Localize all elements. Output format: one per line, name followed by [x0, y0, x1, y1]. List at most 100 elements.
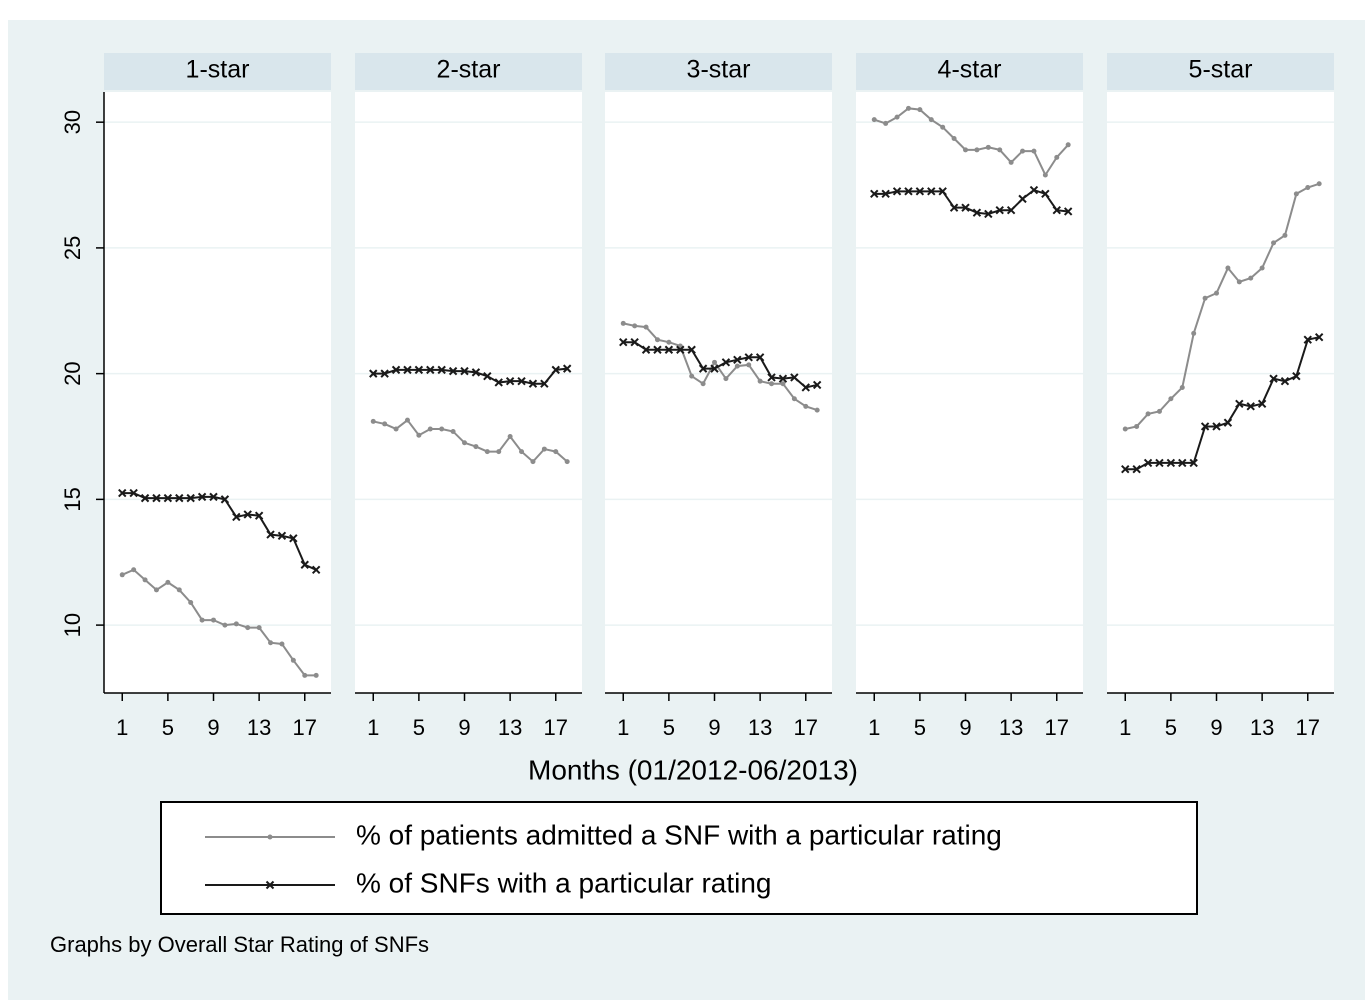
marker [619, 337, 628, 347]
x-tick-label: 9 [458, 715, 470, 740]
marker [723, 376, 729, 382]
marker [186, 493, 195, 503]
marker [391, 365, 401, 375]
marker [632, 323, 638, 329]
marker [653, 345, 662, 354]
marker [641, 345, 651, 354]
marker [666, 339, 672, 345]
marker [712, 359, 718, 365]
marker [995, 205, 1004, 215]
marker [1065, 142, 1071, 148]
marker [1145, 411, 1151, 417]
marker [1292, 371, 1301, 381]
marker [118, 488, 127, 498]
marker [233, 621, 239, 627]
marker [484, 449, 490, 455]
marker [883, 120, 889, 126]
marker [562, 364, 572, 373]
x-tick-label: 5 [162, 715, 174, 740]
marker [1122, 426, 1128, 432]
marker [894, 114, 900, 120]
marker [564, 459, 570, 465]
panel-title: 1-star [186, 56, 250, 84]
marker [1020, 148, 1026, 154]
marker [915, 187, 925, 196]
marker [1189, 458, 1198, 468]
marker [129, 488, 138, 498]
plot-area [1107, 92, 1334, 693]
marker [119, 572, 125, 578]
marker [140, 493, 150, 503]
marker [1155, 458, 1164, 468]
series-line [122, 492, 317, 571]
marker [1223, 418, 1233, 427]
marker [778, 374, 788, 383]
strip-background [1107, 53, 1334, 90]
panel-title: 2-star [437, 56, 501, 84]
marker [494, 378, 503, 387]
marker [654, 337, 660, 343]
strip-background [355, 53, 582, 90]
marker [1282, 232, 1288, 238]
marker [790, 373, 799, 382]
y-tick-label: 20 [60, 361, 85, 385]
legend-label: % of SNFs with a particular rating [356, 867, 772, 898]
marker [1303, 335, 1312, 344]
marker [243, 510, 252, 519]
x-tick-label: 9 [708, 715, 720, 740]
x-tick-label: 1 [617, 715, 629, 740]
marker [163, 493, 173, 503]
x-tick-label: 1 [116, 715, 128, 740]
legend-box [160, 801, 1198, 915]
marker [928, 117, 934, 123]
y-tick-label: 30 [60, 110, 85, 134]
marker [289, 534, 298, 543]
marker [382, 421, 388, 427]
marker [232, 512, 241, 522]
marker [131, 567, 137, 573]
marker [142, 577, 148, 583]
marker [963, 147, 969, 153]
marker [698, 364, 708, 373]
marker [152, 493, 161, 503]
marker [997, 147, 1003, 153]
marker [1293, 191, 1299, 197]
series-line [623, 341, 818, 389]
x-tick-label: 17 [794, 715, 818, 740]
marker [1018, 194, 1027, 204]
marker [450, 428, 456, 434]
marker [803, 403, 809, 409]
series-line [373, 367, 568, 385]
marker [984, 209, 993, 219]
series-line [623, 322, 818, 412]
marker [972, 208, 982, 217]
marker [1200, 422, 1210, 431]
x-tick-label: 5 [914, 715, 926, 740]
marker [733, 355, 742, 365]
marker [1168, 396, 1174, 402]
marker [746, 362, 752, 368]
marker [744, 353, 753, 362]
marker [904, 187, 913, 196]
marker [905, 105, 911, 111]
marker [881, 189, 890, 199]
marker [757, 378, 763, 384]
marker [427, 426, 433, 432]
marker [1248, 275, 1254, 281]
marker [630, 337, 639, 347]
strip-background [104, 53, 331, 90]
legend-label: % of patients admitted a SNF with a part… [356, 819, 1002, 850]
marker [1225, 265, 1231, 271]
y-tick-label: 15 [60, 487, 85, 511]
marker [1063, 207, 1073, 216]
marker [1269, 374, 1278, 383]
marker [1156, 408, 1162, 414]
x-tick-label: 1 [868, 715, 880, 740]
marker [209, 492, 218, 502]
marker [985, 144, 991, 150]
marker [1236, 279, 1242, 285]
marker [541, 446, 547, 452]
marker [414, 365, 424, 375]
marker [1054, 154, 1060, 160]
